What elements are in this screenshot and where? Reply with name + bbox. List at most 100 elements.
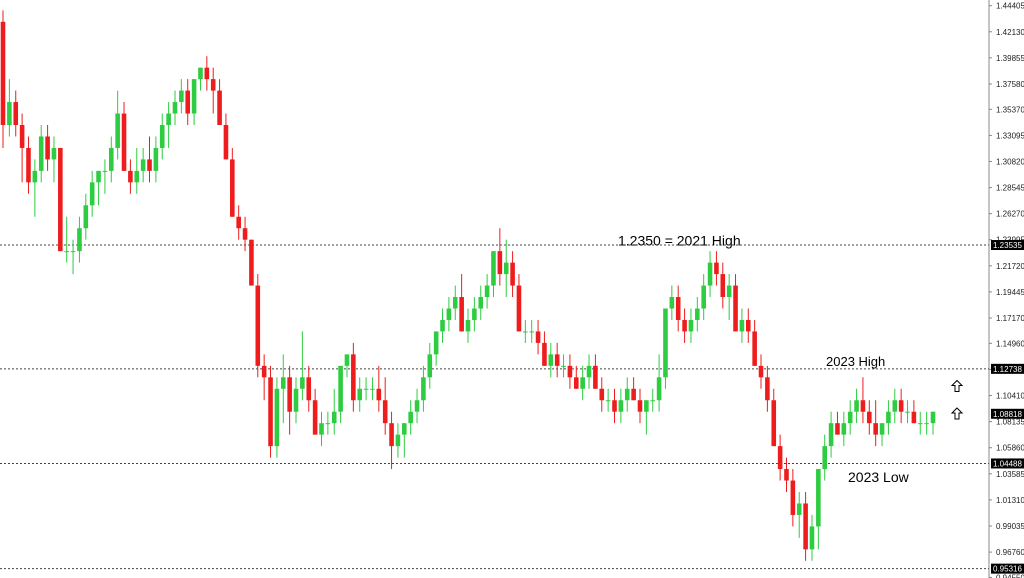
candle-body [618,400,624,412]
candle-body [19,125,25,148]
candle [128,159,133,194]
level-tag-label: 0.95316 [993,565,1022,574]
candle [38,125,44,183]
candle [96,170,101,206]
candle [930,411,936,435]
candle-body [452,297,458,309]
candle-body [223,125,229,160]
candle [803,491,808,561]
candle-body [102,170,108,172]
candle-body [331,411,337,424]
candle [535,319,541,355]
candle-body [363,388,369,390]
candle-body [656,377,662,401]
candle-body [147,159,152,171]
candle [637,388,643,424]
candle [478,285,484,320]
candle [580,365,585,401]
candle [223,113,229,160]
candle-body [644,400,649,412]
candle-body [542,342,547,366]
candle [7,79,12,137]
candle-body [89,182,95,206]
candle [108,136,114,183]
candle [446,297,452,332]
candle [618,388,624,424]
candle-body [395,434,401,447]
candle [879,423,885,447]
candle-body [688,319,694,332]
candle-body [765,377,770,401]
candle-body [491,251,496,286]
candle-body [663,308,668,378]
y-tick-label: 1.01310 [996,496,1024,505]
candle-body [637,400,643,412]
candle [796,491,802,538]
candle [319,411,324,447]
candle-body [561,365,566,367]
candle [669,285,675,320]
candle-body [115,113,120,148]
candle-body [433,331,439,355]
candle-body [503,262,509,275]
candle-body [389,423,394,447]
candle-body [529,331,534,333]
candle-body [185,90,191,114]
candle [822,434,828,481]
candle [663,308,668,389]
candle [714,251,719,286]
up-arrow-icon [950,379,964,392]
candle [408,400,413,435]
candle-body [58,147,63,252]
candle [854,388,859,424]
candle [312,388,318,435]
candle [64,216,69,263]
candle-body [669,297,675,309]
candle [790,469,796,527]
candle [363,377,369,401]
candle-body [516,285,522,332]
candle-body [357,388,363,401]
candle [867,400,872,435]
candle-body [790,480,796,515]
candle-body [784,469,789,481]
candle-body [166,113,171,126]
candle-body [593,365,598,389]
candle-body [739,319,745,332]
candle-body [306,377,312,401]
y-tick-label: 0.94550 [996,573,1024,578]
candle-body [484,285,490,298]
candle-body [554,354,560,366]
candle-body [535,331,541,343]
candle [89,170,95,217]
candle-body [217,90,222,126]
candle-body [726,285,732,298]
annotation-label: 1.2350 = 2021 High [618,232,741,248]
candle-body [0,21,6,126]
candle-body [733,285,738,332]
candle [300,331,305,401]
y-tick-label: 1.35370 [996,105,1024,114]
candle-body [325,423,331,425]
candle [172,90,178,126]
candle-body [70,251,76,253]
candle [573,365,579,389]
annotations-layer: 1.2350 = 2021 High 2023 High 2023 Low 2022 … [618,232,964,578]
candle-body [153,147,159,171]
candle [682,308,687,343]
level-tag [991,363,1024,374]
candle-body [612,400,617,412]
candle [567,354,573,389]
y-tick-label: 1.37580 [996,80,1024,89]
candle [230,147,235,217]
candle [898,388,904,424]
candle [605,388,611,412]
candle [561,354,566,378]
candle-body [510,262,515,286]
candle-body [45,136,50,160]
candle [701,274,706,320]
candle-body [879,423,885,435]
y-tick-label: 1.28545 [996,184,1024,193]
candle-body [402,423,407,435]
candle-body [650,400,656,402]
